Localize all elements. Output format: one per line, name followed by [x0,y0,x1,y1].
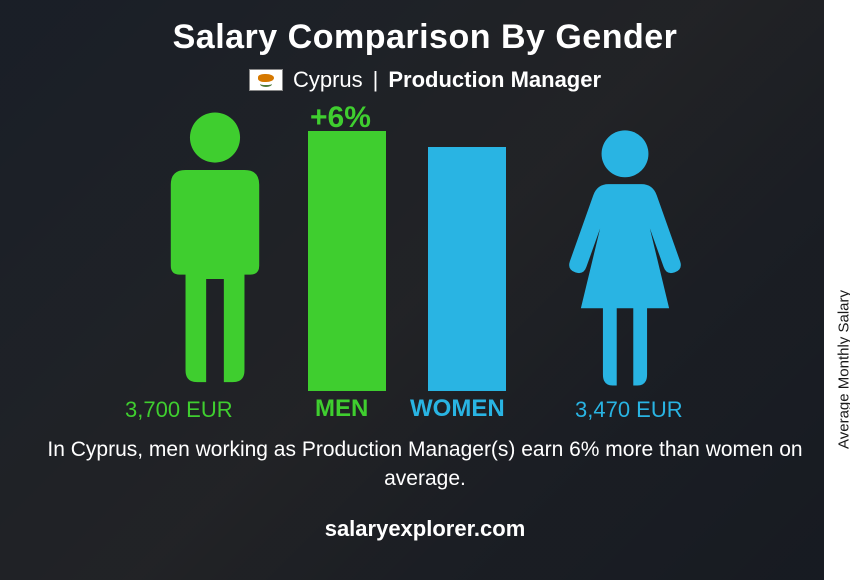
difference-badge: +6% [310,101,371,135]
men-label: MEN [315,395,368,423]
women-label: WOMEN [410,395,505,423]
separator: | [373,67,379,93]
women-bar [428,147,506,391]
subtitle-row: Cyprus | Production Manager [0,67,850,93]
page-title: Salary Comparison By Gender [0,0,850,57]
cyprus-flag-icon [249,69,283,91]
country-label: Cyprus [293,67,363,93]
men-value: 3,700 EUR [125,397,233,423]
role-label: Production Manager [388,67,601,93]
woman-icon [555,129,695,391]
women-value: 3,470 EUR [575,397,683,423]
site-label: salaryexplorer.com [0,516,850,542]
men-bar [308,131,386,391]
description-text: In Cyprus, men working as Production Man… [0,435,850,494]
man-icon [140,111,290,391]
chart-area: +6% 3,700 EUR MEN WOMEN 3,470 EUR [0,101,850,431]
